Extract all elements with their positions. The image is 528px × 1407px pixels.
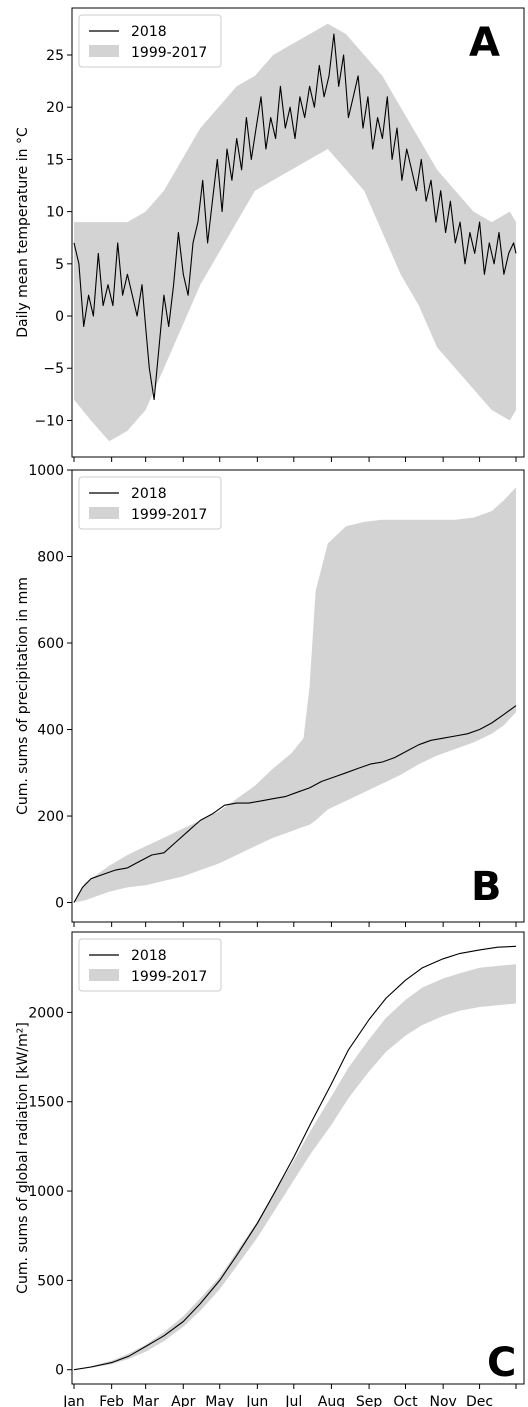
panel-b: 0 200 400 600 800 1000 Cum. sums of precipitat… (15, 463, 525, 927)
legend-swatch-1999-2017 (89, 507, 119, 519)
y-tick-label: 10 (46, 205, 64, 221)
legend-label-1999-2017: 1999-2017 (131, 45, 207, 61)
x-tick-label: Jul (284, 1394, 302, 1407)
y-tick-label: 0 (55, 309, 64, 325)
legend-label-1999-2017: 1999-2017 (131, 507, 207, 523)
y-axis-label: Cum. sums of precipitation in mm (15, 577, 31, 815)
data-layer (73, 487, 517, 903)
panel-letter: A (469, 20, 500, 66)
band-1999-2017 (74, 487, 516, 903)
y-tick-label: 25 (46, 48, 64, 64)
x-tick-label: Aug (318, 1394, 345, 1407)
y-tick-label: 1000 (28, 463, 64, 479)
band-1999-2017 (74, 23, 516, 442)
legend-label-1999-2017: 1999-2017 (131, 969, 207, 985)
y-tick-label: −5 (43, 361, 64, 377)
legend-swatch-1999-2017 (89, 45, 119, 57)
y-tick-label: 1000 (28, 1184, 64, 1200)
x-tick-label: Nov (429, 1394, 456, 1407)
y-tick-label: 1500 (28, 1095, 64, 1111)
x-tick-label: May (205, 1394, 234, 1407)
y-tick-label: 20 (46, 100, 64, 116)
x-tick-label: Mar (132, 1394, 159, 1407)
y-tick-label: 0 (55, 896, 64, 912)
x-tick-label: Sep (356, 1394, 383, 1407)
y-axis-label: Daily mean temperature in °C (15, 127, 31, 338)
x-tick-label: Feb (99, 1394, 124, 1407)
x-tick-label: Apr (171, 1394, 195, 1407)
data-layer (73, 945, 517, 1371)
y-tick-label: −10 (34, 413, 64, 429)
series-line-2018 (73, 33, 517, 401)
y-tick-label: 15 (46, 152, 64, 168)
y-tick-label: 600 (37, 636, 64, 652)
panel-c: 0 500 1000 1500 2000 Jan Feb Mar Apr May Jun Jul Aug… (15, 931, 525, 1407)
data-layer (73, 23, 517, 442)
axes-frame (71, 469, 525, 923)
axes-frame (71, 931, 525, 1385)
y-tick-label: 200 (37, 809, 64, 825)
y-axis-label: Cum. sums of global radiation [kW/m²] (15, 1022, 31, 1294)
x-tick-label: Oct (393, 1394, 418, 1407)
y-tick-label: 800 (37, 550, 64, 566)
x-tick-label: Jun (245, 1394, 268, 1407)
legend-label-2018: 2018 (131, 948, 167, 964)
legend-label-2018: 2018 (131, 486, 167, 502)
y-tick-label: 2000 (28, 1005, 64, 1021)
panel-letter: B (471, 864, 502, 910)
x-tick-label: Jan (62, 1394, 85, 1407)
legend-swatch-1999-2017 (89, 969, 119, 981)
y-tick-label: 5 (55, 257, 64, 273)
legend-label-2018: 2018 (131, 24, 167, 40)
y-tick-label: 0 (55, 1363, 64, 1379)
y-tick-label: 400 (37, 723, 64, 739)
y-tick-label: 500 (37, 1273, 64, 1289)
series-line-2018 (73, 945, 517, 1371)
axes-frame (71, 7, 525, 458)
band-1999-2017 (74, 964, 516, 1370)
series-line-2018 (73, 705, 517, 903)
panel-letter: C (487, 1340, 516, 1386)
x-tick-label: Dec (466, 1394, 493, 1407)
panel-a: −10 −5 0 5 10 15 20 25 Daily mean temperature in… (15, 7, 525, 462)
